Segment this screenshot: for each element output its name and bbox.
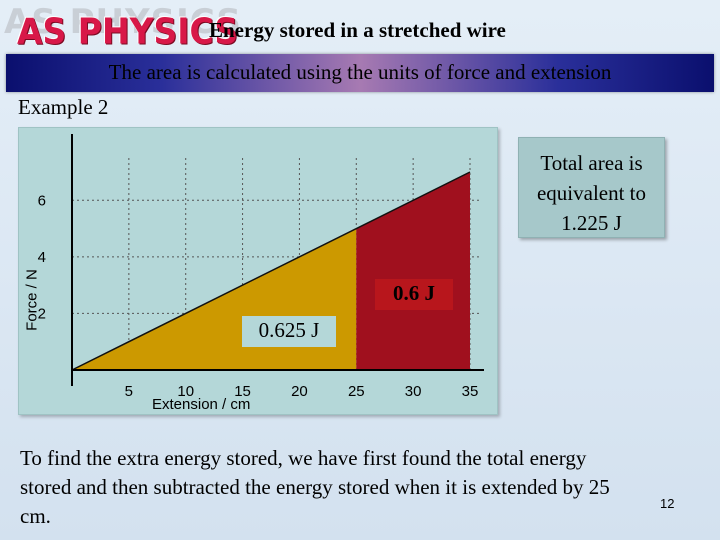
chart-ticks: 5 10 15 20 25 30 35 2 4 6 [38, 192, 479, 400]
subtitle-text: The area is calculated using the units o… [108, 60, 612, 84]
logo-shadow-text: AS PHYSICS [4, 2, 242, 42]
logo-text: AS PHYSICS [17, 10, 239, 53]
y-axis-label: Force / N [20, 225, 44, 375]
x-tick-label-35: 35 [462, 383, 479, 400]
callout-line-2: equivalent to [536, 181, 647, 205]
example-label: Example 2 [18, 95, 109, 119]
subtitle-banner: The area is calculated using the units o… [6, 54, 714, 92]
slide-title: Energy stored in a stretched wire [209, 18, 506, 42]
y-axis-label-text: Force / N [23, 269, 41, 331]
upper-region-energy-label: 0.6 J [375, 279, 453, 310]
callout-line-1: Total area is [540, 151, 643, 175]
x-tick-label-25: 25 [348, 383, 365, 400]
callout-line-3: 1.225 J [561, 211, 622, 235]
page-number: 12 [660, 496, 675, 511]
logo: AS PHYSICS AS PHYSICS [4, 2, 241, 52]
force-extension-line [71, 171, 471, 371]
x-tick-label-5: 5 [125, 383, 133, 400]
x-tick-label-10: 10 [177, 383, 194, 400]
y-tick-label-4: 4 [38, 249, 46, 266]
x-tick-label-20: 20 [291, 383, 308, 400]
total-area-callout: Total area is equivalent to 1.225 J [518, 137, 665, 238]
y-tick-label-2: 2 [38, 305, 46, 322]
x-tick-label-30: 30 [405, 383, 422, 400]
area-region-2 [356, 172, 470, 370]
y-tick-label-6: 6 [38, 192, 46, 209]
explanation-text: To find the extra energy stored, we have… [20, 446, 610, 528]
lower-region-energy-label: 0.625 J [242, 316, 336, 347]
x-tick-label-15: 15 [234, 383, 251, 400]
chart-axes [71, 134, 484, 386]
x-axis-label: Extension / cm [152, 396, 251, 413]
